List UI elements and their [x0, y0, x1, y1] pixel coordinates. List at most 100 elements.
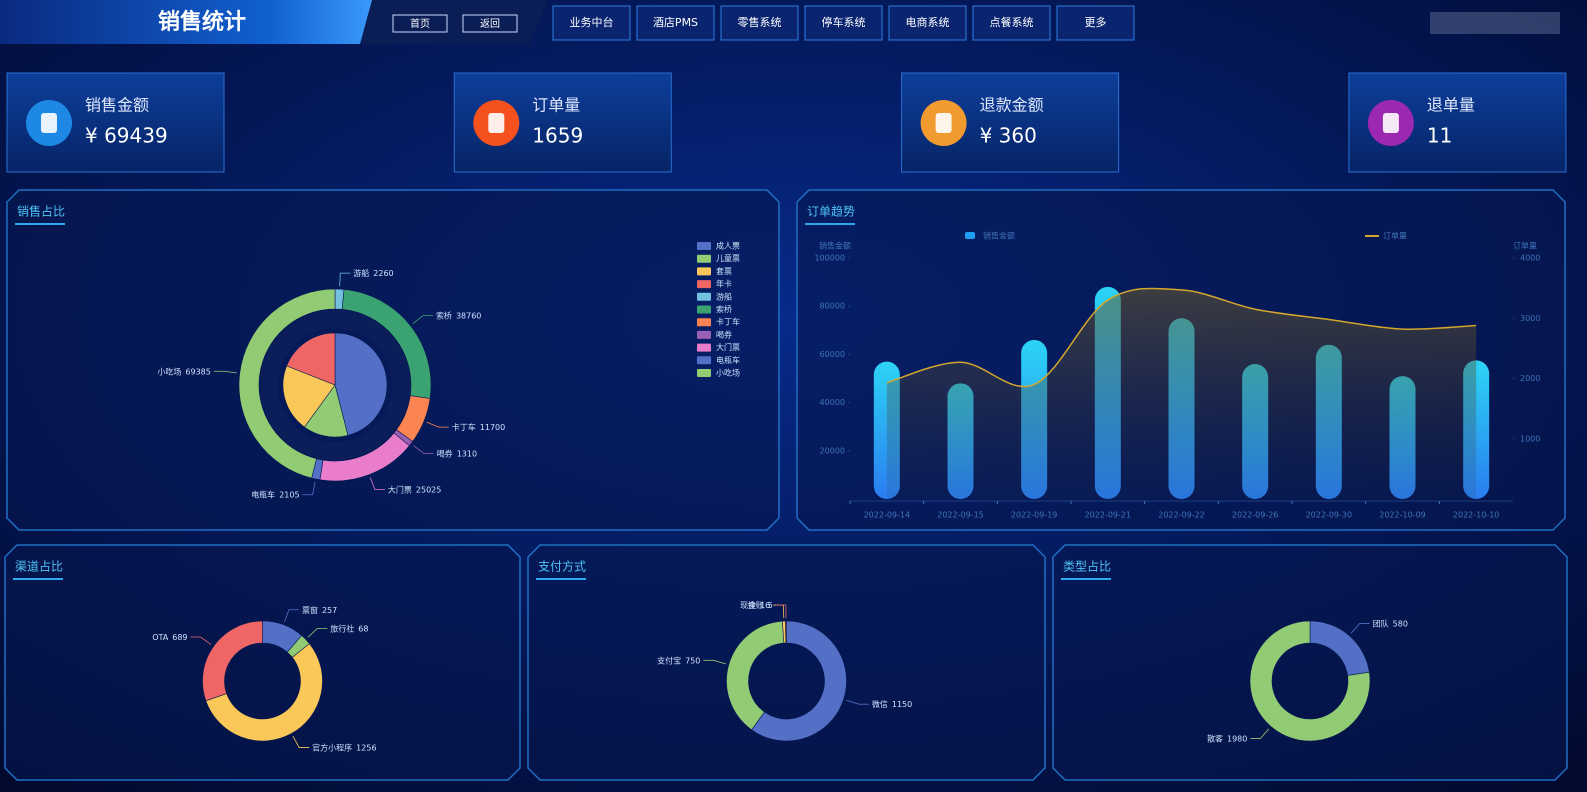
data-label: 旅行社 68: [330, 623, 368, 633]
nav-item[interactable]: [804, 5, 883, 41]
data-label-name: 电瓶车: [251, 489, 275, 499]
data-label-value: 38760: [456, 311, 481, 320]
data-label: 喝券 1310: [437, 448, 477, 458]
pie-slice: [286, 332, 336, 386]
data-label-name: 游船: [353, 268, 369, 278]
leader-line: [1350, 623, 1370, 634]
nav-item[interactable]: [720, 5, 799, 41]
legend-swatch: [697, 254, 711, 263]
nav-item[interactable]: [636, 5, 715, 41]
data-label-value: 11700: [480, 423, 505, 432]
data-label-name: 卡丁车: [452, 422, 476, 432]
kpi-value: ¥ 69439: [85, 124, 168, 148]
leader-line: [412, 315, 433, 325]
data-label: 票窗 257: [302, 604, 337, 614]
data-label: 微信 1150: [872, 699, 912, 709]
legend-label: 销售金额: [983, 231, 1015, 241]
data-label-name: 支付宝: [657, 655, 681, 665]
leader-line: [292, 735, 310, 748]
y-tick-label: 60000: [820, 350, 845, 359]
data-label-name: 散客: [1207, 733, 1223, 743]
leader-line: [703, 659, 726, 665]
data-label-name: 团队: [1373, 618, 1389, 628]
nav-item[interactable]: [888, 5, 967, 41]
header-button[interactable]: [392, 14, 448, 33]
legend-swatch: [697, 356, 711, 365]
kpi-label: 退款金额: [980, 96, 1044, 115]
y-tick-label: 20000: [820, 446, 845, 455]
legend-label: 儿童票: [716, 253, 740, 263]
data-label-value: 5: [768, 601, 773, 610]
data-label: 官方小程序 1256: [312, 742, 376, 752]
legend-swatch: [697, 330, 711, 339]
legend-swatch: [697, 267, 711, 276]
kpi-label: 订单量: [532, 96, 580, 115]
data-label: 团队 580: [1373, 618, 1408, 628]
data-label-value: 25025: [416, 485, 441, 494]
data-label: 索桥 38760: [436, 310, 481, 320]
y2-tick-label: 4000: [1520, 254, 1540, 263]
data-label-value: 580: [1393, 619, 1408, 628]
data-label-name: 小吃场: [157, 366, 181, 376]
y-tick-label: 100000: [814, 254, 845, 263]
kpi-icon-glyph: [1382, 113, 1399, 133]
x-tick-label: 2022-09-14: [864, 511, 911, 520]
data-label: 散客 1980: [1207, 733, 1247, 743]
legend-swatch: [697, 369, 711, 377]
data-label: 挂账 5: [748, 600, 773, 610]
kpi-icon-glyph: [41, 113, 57, 133]
kpi-value: 1659: [532, 124, 583, 148]
panel-frame: [527, 544, 1046, 781]
nav-item[interactable]: [972, 5, 1051, 41]
nav-label: 业务中台: [570, 15, 614, 29]
data-label: 卡丁车 11700: [452, 422, 505, 432]
data-label-name: 大门票: [388, 484, 412, 494]
data-label-name: OTA: [152, 633, 169, 642]
legend-label: 套票: [716, 266, 732, 276]
nav-item[interactable]: [552, 5, 631, 41]
pie-slice: [205, 643, 323, 742]
leader-line: [413, 445, 434, 454]
panel-title: 订单趋势: [807, 205, 855, 219]
leader-line: [846, 699, 869, 705]
y2-axis-name: 订单量: [1513, 241, 1537, 251]
pie-slice: [282, 365, 336, 428]
x-tick-label: 2022-09-15: [937, 511, 984, 520]
data-label: OTA 689: [152, 633, 187, 642]
data-label-name: 微信: [872, 699, 888, 709]
y2-tick-label: 1000: [1520, 434, 1540, 443]
x-tick-label: 2022-09-19: [1011, 511, 1058, 520]
pie-slice: [785, 620, 787, 644]
nav-label: 酒店PMS: [653, 15, 698, 29]
data-label: 支付宝 750: [657, 655, 700, 665]
legend-label: 年卡: [716, 279, 732, 289]
x-tick-label: 2022-10-09: [1379, 511, 1426, 520]
data-label: 游船 2260: [353, 268, 393, 278]
panel-frame: [4, 544, 521, 781]
data-label-value: 1256: [356, 743, 376, 752]
data-label-value: 750: [685, 656, 700, 665]
kpi-value: ¥ 360: [980, 124, 1037, 148]
panel-title: 支付方式: [538, 559, 586, 574]
nav-item[interactable]: [1056, 5, 1135, 41]
pie-slice: [334, 332, 388, 436]
leader-line: [369, 477, 385, 491]
legend-swatch: [697, 318, 711, 327]
header-button[interactable]: [462, 14, 518, 33]
panel-frame: [1052, 544, 1568, 781]
leader-line: [307, 627, 328, 638]
legend-label: 订单量: [1383, 231, 1407, 241]
page-title: 销售统计: [158, 9, 246, 35]
pie-slice: [1249, 620, 1371, 742]
nav-label: 停车系统: [822, 15, 866, 29]
y2-tick-label: 2000: [1520, 374, 1540, 383]
button-bar: [360, 0, 548, 44]
kpi-value: 11: [1427, 124, 1452, 148]
data-label-value: 2105: [279, 490, 299, 499]
user-area: [1430, 12, 1560, 34]
line-area: [886, 288, 1477, 499]
leader-line: [339, 272, 351, 287]
leader-line: [775, 604, 787, 619]
